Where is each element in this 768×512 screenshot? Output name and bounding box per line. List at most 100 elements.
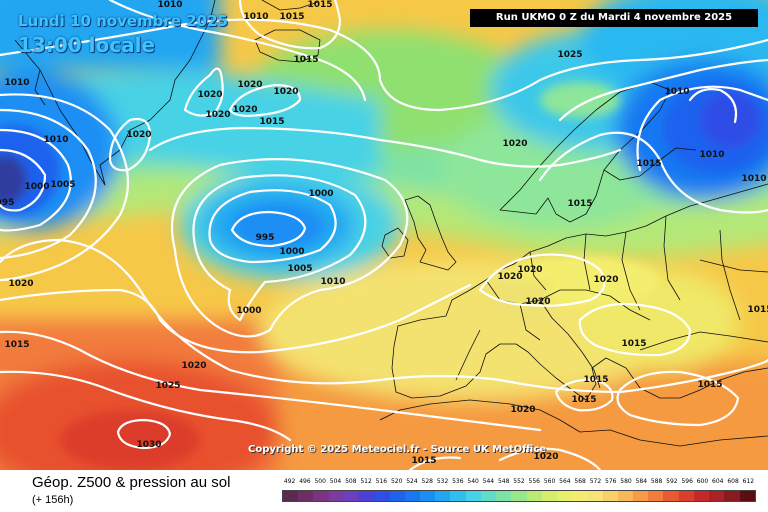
pressure-label: 1020 — [517, 265, 542, 275]
pressure-label: 1010 — [4, 78, 29, 88]
scale-label: 512 — [360, 478, 372, 485]
forecast-date: Lundi 10 novembre 2025 — [18, 12, 228, 30]
scale-swatch — [435, 491, 451, 501]
scale-swatch — [617, 491, 634, 501]
pressure-label: 1010 — [243, 12, 268, 22]
pressure-label: 1015 — [307, 0, 332, 10]
scale-label: 584 — [635, 478, 648, 485]
pressure-label: 1015 — [636, 159, 661, 169]
pressure-label: 1025 — [155, 381, 180, 391]
pressure-label: 995 — [0, 198, 14, 208]
pressure-label: 1030 — [136, 440, 161, 450]
scale-swatch — [419, 491, 436, 501]
pressure-label: 1010 — [664, 87, 689, 97]
weather-map: 1010 1015 1010 1015 1015 1010 1020 1020 … — [0, 0, 768, 470]
scale-swatch — [648, 491, 664, 501]
scale-label: 496 — [299, 478, 311, 485]
scale-label: 572 — [589, 478, 602, 485]
pressure-label: 1015 — [4, 340, 29, 350]
scale-label: 544 — [482, 478, 495, 485]
scale-swatch — [450, 491, 466, 501]
pressure-label: 1015 — [571, 395, 596, 405]
scale-label: 500 — [314, 478, 326, 485]
pressure-label: 1015 — [411, 456, 436, 466]
scale-label: 504 — [329, 478, 342, 485]
pressure-label: 1005 — [50, 180, 75, 190]
color-scale-labels: 492 496 500 504 508 512 516 520 524 528 532 536 540 5… — [282, 478, 756, 488]
pressure-label: 1020 — [273, 87, 298, 97]
pressure-label: 1000 — [236, 306, 261, 316]
scale-swatch — [709, 491, 725, 501]
scale-swatch — [541, 491, 557, 501]
scale-swatch — [283, 491, 299, 501]
scale-swatch — [298, 491, 314, 501]
scale-label: 548 — [497, 478, 510, 485]
scale-swatch — [374, 491, 390, 501]
pressure-label: 1015 — [279, 12, 304, 22]
pressure-label: 1015 — [583, 375, 608, 385]
scale-swatch — [343, 491, 360, 501]
scale-swatch — [496, 491, 512, 501]
pressure-label: 1020 — [533, 452, 558, 462]
pressure-label: 1010 — [157, 0, 182, 10]
pressure-label: 1020 — [197, 90, 222, 100]
pressure-label: 1020 — [510, 405, 535, 415]
pressure-label: 1005 — [287, 264, 312, 274]
scale-label: 532 — [436, 478, 449, 485]
scale-swatch — [663, 491, 679, 501]
scale-label: 552 — [513, 478, 525, 485]
scale-label: 612 — [742, 478, 755, 485]
pressure-label: 1015 — [259, 117, 284, 127]
scale-label: 524 — [406, 478, 418, 485]
scale-swatch — [602, 491, 618, 501]
forecast-lead-time: (+ 156h) — [32, 494, 74, 506]
scale-label: 568 — [574, 478, 586, 485]
pressure-label: 1015 — [747, 305, 768, 315]
scale-label: 556 — [528, 478, 540, 485]
scale-label: 592 — [666, 478, 678, 485]
pressure-label: 1020 — [181, 361, 206, 371]
pressure-label: 1010 — [699, 150, 724, 160]
pressure-label: 1000 — [24, 182, 49, 192]
pressure-label: 1020 — [525, 297, 550, 307]
scale-label: 600 — [696, 478, 709, 485]
scale-label: 540 — [467, 478, 479, 485]
scale-swatch — [724, 491, 740, 501]
scale-label: 576 — [605, 478, 617, 485]
pressure-label: 995 — [256, 233, 275, 243]
scale-swatch — [465, 491, 481, 501]
pressure-label: 1015 — [621, 339, 646, 349]
scale-swatch — [389, 491, 405, 501]
run-info-banner: Run UKMO 0 Z du Mardi 4 novembre 2025 — [470, 9, 758, 27]
scale-swatch — [678, 491, 694, 501]
product-title: Géop. Z500 & pression au sol — [32, 474, 231, 491]
scale-swatch — [633, 491, 649, 501]
scale-swatch — [480, 491, 497, 501]
scale-label: 608 — [727, 478, 739, 485]
scale-swatch — [328, 491, 344, 501]
scale-swatch — [587, 491, 603, 501]
scale-label: 508 — [345, 478, 357, 485]
pressure-label: 1015 — [697, 380, 722, 390]
pressure-label: 1020 — [232, 105, 257, 115]
geopotential-map-canvas: 1010 1015 1010 1015 1015 1010 1020 1020 … — [0, 0, 768, 470]
scale-swatch — [556, 491, 573, 501]
pressure-label: 1000 — [308, 189, 333, 199]
copyright-notice: Copyright © 2025 Meteociel.fr - Source U… — [248, 444, 547, 455]
scale-swatch — [526, 491, 542, 501]
pressure-label: 1010 — [320, 277, 345, 287]
pressure-label: 1020 — [593, 275, 618, 285]
scale-swatch — [693, 491, 710, 501]
geopotential-field — [0, 0, 768, 470]
pressure-label: 1015 — [567, 199, 592, 209]
pressure-label: 1000 — [279, 247, 304, 257]
scale-swatch — [739, 491, 755, 501]
scale-swatch — [313, 491, 329, 501]
scale-label: 516 — [375, 478, 388, 485]
scale-swatch — [359, 491, 375, 501]
scale-label: 560 — [543, 478, 556, 485]
pressure-label: 1010 — [741, 174, 766, 184]
scale-swatch — [404, 491, 420, 501]
pressure-label: 1020 — [497, 272, 522, 282]
pressure-label: 1020 — [237, 80, 262, 90]
